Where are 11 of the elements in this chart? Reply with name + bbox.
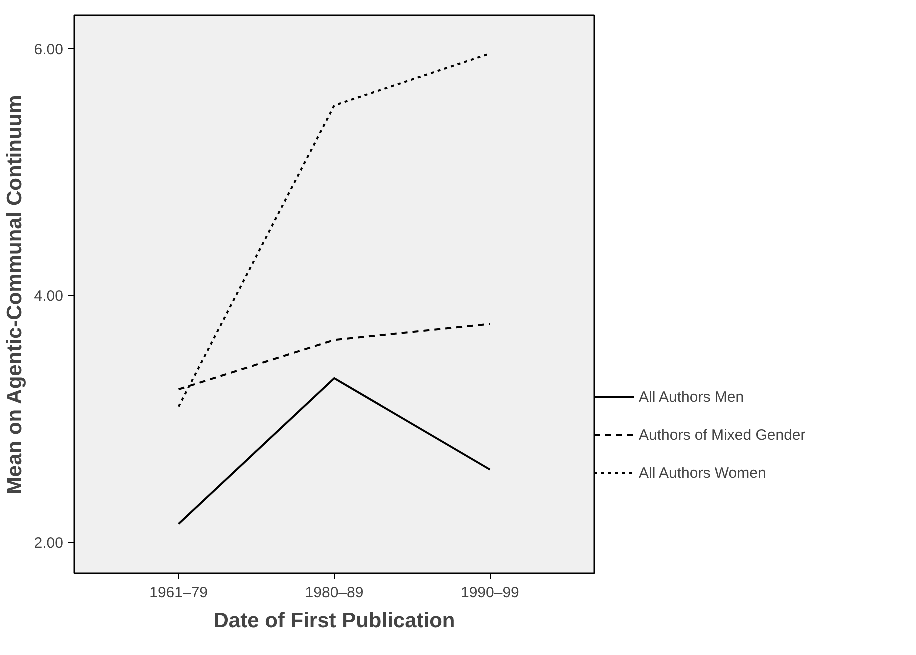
legend-label: All Authors Women bbox=[639, 464, 766, 482]
x-tick-label: 1961–79 bbox=[150, 584, 208, 602]
legend-label: All Authors Men bbox=[639, 388, 744, 406]
y-tick-label: 6.00 bbox=[34, 41, 64, 58]
x-axis-title: Date of First Publication bbox=[214, 610, 456, 632]
y-tick-label: 4.00 bbox=[34, 288, 64, 306]
y-tick-label: 2.00 bbox=[34, 535, 64, 552]
legend-label: Authors of Mixed Gender bbox=[639, 426, 806, 444]
y-axis-title: Mean on Agentic-Communal Continuum bbox=[3, 95, 26, 495]
x-tick-label: 1980–89 bbox=[305, 584, 364, 602]
x-tick-label: 1990–99 bbox=[460, 584, 520, 602]
